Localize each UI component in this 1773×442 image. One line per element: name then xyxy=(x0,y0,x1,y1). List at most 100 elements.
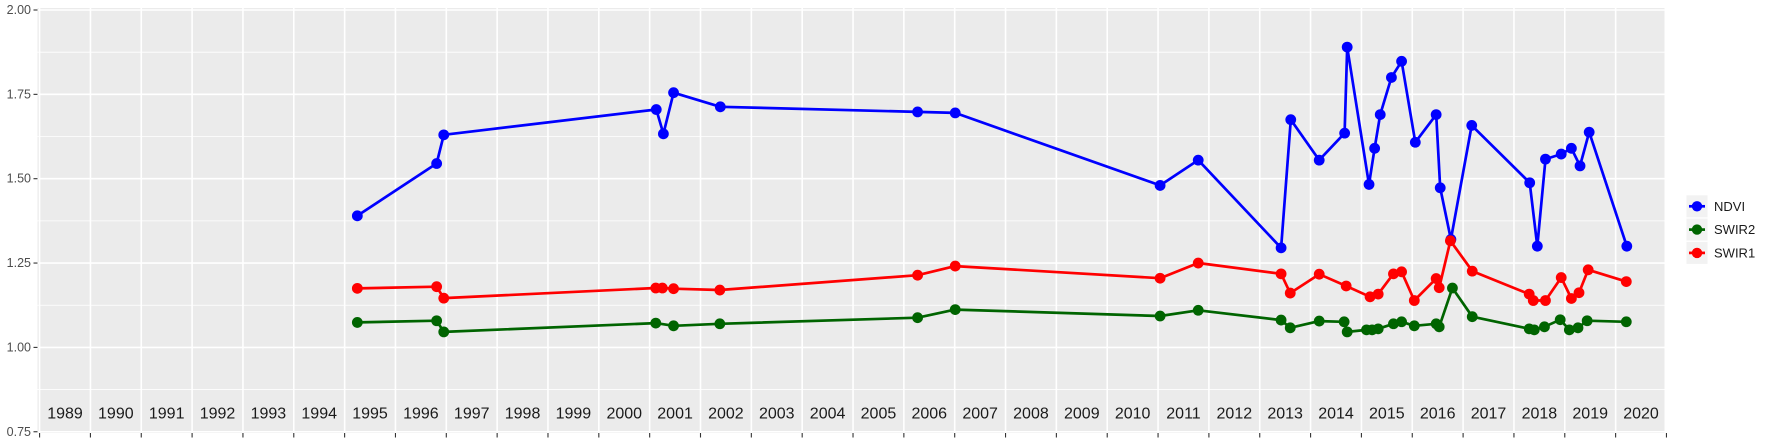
x-axis-year-label: 1992 xyxy=(200,406,236,423)
data-point-NDVI xyxy=(1540,153,1551,165)
data-point-SWIR2 xyxy=(1372,323,1384,335)
data-point-NDVI xyxy=(657,128,669,140)
data-point-NDVI xyxy=(912,106,923,118)
data-point-SWIR1 xyxy=(431,281,443,293)
data-point-SWIR1 xyxy=(1565,293,1577,304)
x-axis-year-label: 2020 xyxy=(1623,406,1659,423)
data-point-NDVI xyxy=(949,107,961,119)
data-point-SWIR1 xyxy=(438,292,450,304)
data-point-SWIR2 xyxy=(1466,311,1478,323)
data-point-SWIR2 xyxy=(949,304,961,316)
data-point-NDVI xyxy=(1565,142,1577,154)
x-axis-year-label: 1991 xyxy=(149,406,185,423)
data-point-SWIR2 xyxy=(1192,304,1204,316)
x-axis-year-label: 1997 xyxy=(454,406,490,423)
x-axis-year-label: 2005 xyxy=(861,406,897,423)
data-point-NDVI xyxy=(1339,127,1351,139)
x-axis-year-label: 2015 xyxy=(1369,406,1405,423)
data-point-NDVI xyxy=(438,129,450,141)
data-point-SWIR2 xyxy=(1284,322,1296,334)
data-point-NDVI xyxy=(1369,142,1381,154)
data-point-SWIR1 xyxy=(1313,268,1325,280)
data-point-SWIR1 xyxy=(1466,265,1478,277)
data-point-NDVI xyxy=(1621,240,1633,252)
x-axis-year-label: 1993 xyxy=(251,406,287,423)
x-axis-year-label: 2010 xyxy=(1115,406,1151,423)
x-axis-year-label: 2013 xyxy=(1267,406,1303,423)
data-point-NDVI xyxy=(1275,242,1287,254)
y-axis-tick-label: 0.75 xyxy=(7,425,31,439)
data-point-NDVI xyxy=(1430,109,1442,120)
data-point-SWIR1 xyxy=(1527,295,1539,306)
data-point-NDVI xyxy=(668,87,679,99)
data-point-SWIR2 xyxy=(912,312,923,324)
data-point-NDVI xyxy=(1524,177,1536,189)
data-point-NDVI xyxy=(1341,41,1353,53)
x-axis-year-label: 2001 xyxy=(657,406,693,423)
data-point-SWIR1 xyxy=(1388,268,1399,280)
y-axis-tick-label: 1.25 xyxy=(7,256,31,270)
data-point-NDVI xyxy=(1154,180,1166,191)
data-point-SWIR1 xyxy=(1340,280,1352,292)
data-point-NDVI xyxy=(714,101,726,113)
data-point-SWIR2 xyxy=(1539,321,1550,333)
data-point-SWIR2 xyxy=(1408,320,1420,332)
data-point-SWIR1 xyxy=(1444,235,1456,247)
x-axis-year-label: 2016 xyxy=(1420,406,1456,423)
x-axis-year-label: 2008 xyxy=(1013,406,1049,423)
legend-key-point-SWIR1 xyxy=(1691,247,1703,259)
data-point-NDVI xyxy=(1285,114,1297,126)
data-point-NDVI xyxy=(1313,154,1325,166)
data-point-SWIR2 xyxy=(1341,326,1353,338)
data-point-SWIR2 xyxy=(650,317,662,329)
data-point-NDVI xyxy=(1434,182,1446,194)
legend-label-SWIR2: SWIR2 xyxy=(1714,222,1755,237)
data-point-SWIR1 xyxy=(949,260,961,272)
data-point-NDVI xyxy=(1583,126,1595,138)
y-axis-tick-label: 1.75 xyxy=(7,87,31,101)
x-axis-year-label: 2018 xyxy=(1522,406,1558,423)
data-point-NDVI xyxy=(1396,55,1407,67)
data-point-SWIR1 xyxy=(1154,272,1166,284)
data-point-SWIR2 xyxy=(1447,282,1458,294)
data-point-SWIR1 xyxy=(351,282,363,294)
data-point-NDVI xyxy=(431,158,443,169)
data-point-SWIR2 xyxy=(668,320,679,332)
data-point-SWIR2 xyxy=(1563,324,1575,336)
data-point-SWIR1 xyxy=(1433,282,1445,294)
data-point-SWIR1 xyxy=(1284,287,1296,299)
data-point-SWIR1 xyxy=(1555,272,1567,283)
data-point-NDVI xyxy=(1531,240,1543,252)
legend-key-point-NDVI xyxy=(1691,201,1703,212)
data-point-NDVI xyxy=(1409,136,1421,148)
x-axis-year-label: 2017 xyxy=(1471,406,1507,423)
data-point-SWIR1 xyxy=(1620,276,1632,288)
data-point-NDVI xyxy=(351,210,363,222)
data-point-SWIR2 xyxy=(1581,315,1593,327)
data-point-NDVI xyxy=(1374,109,1386,120)
data-point-SWIR1 xyxy=(1396,266,1407,278)
data-point-SWIR1 xyxy=(1430,273,1442,284)
data-point-SWIR2 xyxy=(1528,324,1540,336)
legend-label-SWIR1: SWIR1 xyxy=(1714,245,1755,260)
data-point-SWIR1 xyxy=(1275,268,1287,280)
y-axis-tick-label: 2.00 xyxy=(7,3,31,17)
x-axis-year-label: 2011 xyxy=(1166,406,1201,423)
data-point-SWIR1 xyxy=(1573,287,1585,299)
data-point-SWIR2 xyxy=(438,326,450,338)
data-point-NDVI xyxy=(1192,154,1204,166)
data-point-SWIR2 xyxy=(714,318,726,330)
series-line-NDVI xyxy=(355,45,1629,250)
data-point-SWIR1 xyxy=(1192,257,1204,269)
data-point-SWIR2 xyxy=(351,317,363,328)
data-point-SWIR2 xyxy=(1154,310,1166,322)
y-axis-tick-label: 1.00 xyxy=(7,340,31,354)
x-axis-year-label: 1989 xyxy=(47,406,83,423)
data-point-SWIR1 xyxy=(714,284,726,296)
data-point-SWIR1 xyxy=(1582,264,1594,276)
x-axis-year-label: 2004 xyxy=(810,406,846,423)
x-axis-year-label: 1996 xyxy=(403,406,439,423)
data-point-SWIR2 xyxy=(1554,314,1566,326)
data-point-SWIR1 xyxy=(912,269,923,281)
data-point-SWIR1 xyxy=(1408,295,1420,306)
